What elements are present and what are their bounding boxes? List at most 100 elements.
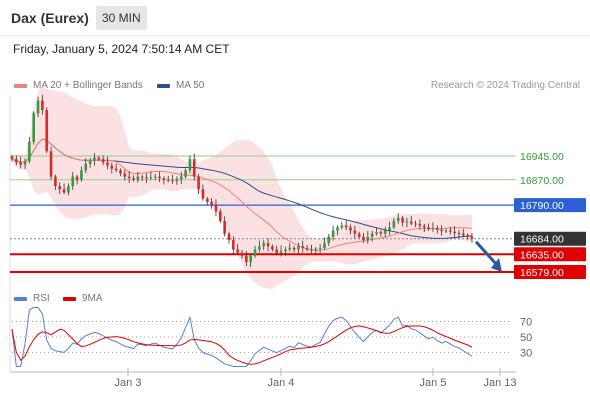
candle-body [49,151,53,177]
candle-body [422,225,426,228]
legend-swatch [14,83,27,88]
candle-body [62,189,66,193]
candle-body [331,230,335,237]
chart-datetime: Friday, January 5, 2024 7:50:14 AM CET [13,42,230,56]
candle-body [110,165,114,169]
x-axis: Jan 3 Jan 4 Jan 5 Jan 13 [115,368,517,389]
arrow-shaft [474,240,499,267]
candle-body [179,176,183,180]
level-label: 16684.00 [520,234,564,246]
legend-rsi: RSI [14,293,50,304]
candle-body [84,163,88,171]
level-label-box [514,198,586,213]
legend-label: 9MA [82,293,103,304]
candle-body [36,100,40,114]
candle-body [114,168,118,171]
candle-body [71,176,75,187]
x-tick-label: Jan 4 [268,377,295,389]
candle-body [101,159,105,163]
candle-body [362,236,365,240]
legend-label: RSI [33,293,50,304]
candle-body [275,249,279,253]
candle-body [466,235,469,237]
candle-body [370,233,374,237]
candle-body [258,246,261,250]
candle-body [396,217,400,221]
candle-body [383,230,387,234]
candle-body [58,186,62,190]
candle-body [357,233,361,237]
candle-body [301,246,305,248]
candle-body [340,225,344,228]
candle-body [453,231,456,234]
candle-body [310,249,313,251]
candle-body [184,170,187,177]
candle-body [119,170,122,174]
candle-body [23,161,27,165]
level-label-box [514,231,586,246]
candle-body [145,177,148,179]
candle-body [379,232,383,234]
legend-swatch [14,296,27,301]
candle-body [10,156,14,160]
x-tick-label: Jan 3 [115,377,142,389]
candle-body [32,113,35,142]
x-tick-label: Jan 5 [420,377,447,389]
candle-body [314,248,318,251]
candle-body [279,251,283,253]
legend-9ma: 9MA [63,293,103,304]
candle-body [297,246,300,250]
candle-body [336,227,339,231]
candle-body [127,176,131,179]
candle-body [93,157,96,161]
legend-label: MA 20 + Bollinger Bands [33,80,143,91]
candle-body [227,233,231,240]
candle-body [45,110,49,152]
candle-body [318,247,322,249]
candle-body [153,176,157,178]
rsi-ma-line [11,325,473,365]
moving-averages [11,138,473,251]
candle-body [405,221,409,223]
candle-body [140,176,144,178]
candle-body [205,198,209,202]
candle-body [175,179,179,182]
candle-body [171,180,174,182]
candle-body [288,247,292,250]
ma20-line [11,138,473,251]
candle-body [444,230,448,232]
level-label: 16635.00 [520,249,564,261]
candle-body [409,221,413,224]
candle-body [253,249,257,256]
candle-body [223,220,226,234]
legend-ma50: MA 50 [157,80,204,91]
timeframe-button[interactable]: 30 MIN [96,6,147,30]
candle-body [284,249,287,252]
candle-body [353,230,357,234]
candle-body [323,243,326,248]
candle-body [236,249,239,253]
candle-body [188,159,192,171]
instrument-title: Dax (Eurex) [11,10,89,26]
candle-body [54,176,57,187]
level-label: 16579.00 [520,267,564,279]
candle-body [15,159,18,163]
candle-body [97,157,101,160]
candle-body [457,233,461,235]
candle-body [201,189,205,199]
candle-body [401,217,404,223]
candle-body [162,178,166,180]
candle-body [210,201,213,206]
candle-body [132,178,135,180]
candle-body [292,247,296,250]
bollinger-band [12,85,472,290]
header-bar: Dax (Eurex) 30 MIN [0,0,590,36]
candle-body [427,227,430,229]
candle-body [414,223,417,225]
candle-body [349,227,352,231]
rsi-line [11,307,473,367]
candle-body [149,177,153,179]
level-label: 16870.00 [520,175,564,187]
candle-body [166,179,170,181]
